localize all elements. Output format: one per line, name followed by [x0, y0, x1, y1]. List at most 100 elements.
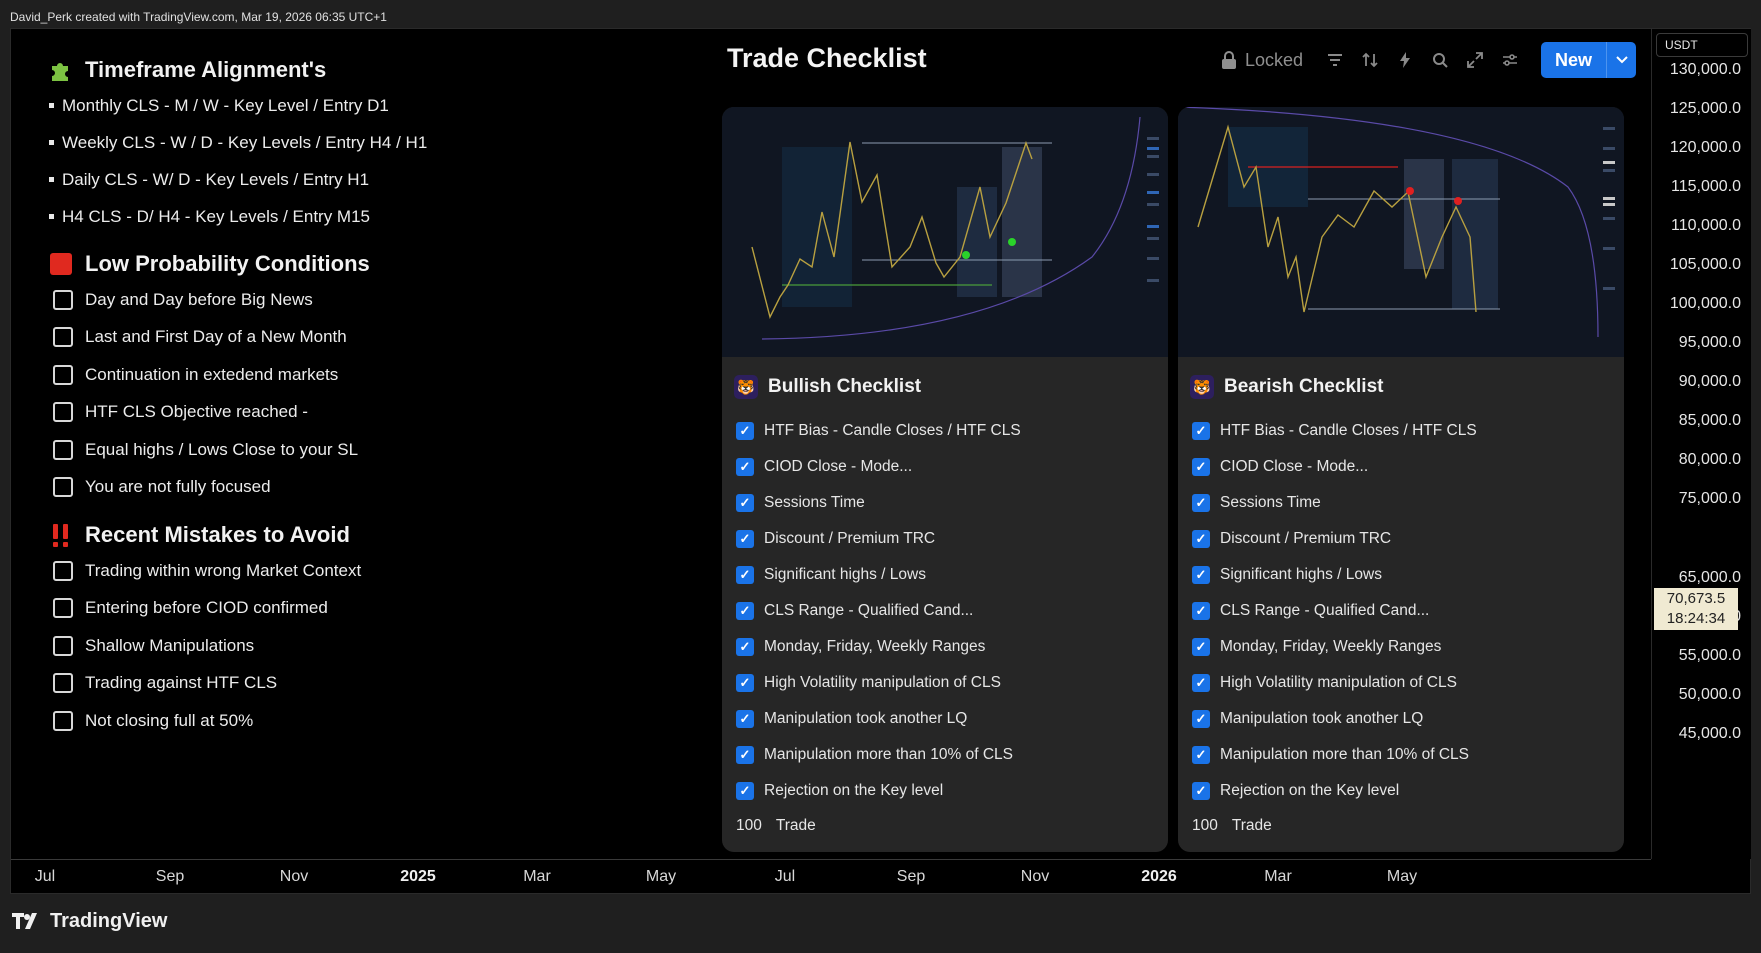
- mistake-item[interactable]: Trading against HTF CLS: [47, 665, 647, 703]
- lightning-icon[interactable]: [1387, 43, 1422, 77]
- price-axis[interactable]: USDT 130,000.0 125,000.0 120,000.0 115,000.…: [1651, 29, 1751, 859]
- checklist-item[interactable]: ✓ Significant highs / Lows: [1178, 557, 1624, 593]
- checked-checkbox[interactable]: ✓: [1192, 566, 1210, 584]
- checked-checkbox[interactable]: ✓: [1192, 638, 1210, 656]
- time-axis-label: Nov: [279, 868, 309, 885]
- checked-checkbox[interactable]: ✓: [1192, 710, 1210, 728]
- low-prob-item[interactable]: Day and Day before Big News: [47, 281, 647, 319]
- checklist-item[interactable]: ✓ CIOD Close - Mode...: [1178, 449, 1624, 485]
- avatar: 🐯: [734, 375, 758, 399]
- checked-checkbox[interactable]: ✓: [736, 422, 754, 440]
- sort-icon[interactable]: [1352, 43, 1387, 77]
- price-tick-label: 65,000.0: [1678, 569, 1741, 586]
- checked-checkbox[interactable]: ✓: [1192, 746, 1210, 764]
- checklist-item[interactable]: ✓ CLS Range - Qualified Cand...: [1178, 593, 1624, 629]
- checked-checkbox[interactable]: ✓: [1192, 494, 1210, 512]
- checklist-item[interactable]: ✓ CIOD Close - Mode...: [722, 449, 1168, 485]
- checked-checkbox[interactable]: ✓: [1192, 422, 1210, 440]
- checkbox[interactable]: [53, 673, 73, 694]
- checkbox[interactable]: [53, 289, 73, 310]
- checklist-item[interactable]: ✓ Manipulation took another LQ: [1178, 701, 1624, 737]
- bullish-card[interactable]: 🐯 Bullish Checklist ✓ HTF Bias - Candle C…: [722, 107, 1168, 852]
- time-axis[interactable]: Jul Sep Nov 2025 Mar May Jul Sep Nov 2026 Mar May: [11, 859, 1651, 894]
- checkbox[interactable]: [53, 635, 73, 656]
- checked-checkbox[interactable]: ✓: [736, 566, 754, 584]
- bearish-card[interactable]: 🐯 Bearish Checklist ✓ HTF Bias - Candle C…: [1178, 107, 1624, 852]
- chart-canvas[interactable]: Timeframe Alignment's Monthly CLS - M / …: [11, 29, 1651, 859]
- price-tick-label: 45,000.0: [1678, 725, 1741, 742]
- chevron-down-icon[interactable]: [1606, 42, 1636, 78]
- avatar: 🐯: [1190, 375, 1214, 399]
- new-button[interactable]: New: [1541, 42, 1637, 78]
- mistake-item[interactable]: Shallow Manipulations: [47, 627, 647, 665]
- checked-checkbox[interactable]: ✓: [736, 746, 754, 764]
- checklist-item[interactable]: ✓ Rejection on the Key level: [722, 773, 1168, 809]
- checklist-item-label: Manipulation took another LQ: [764, 710, 968, 727]
- checkbox[interactable]: [53, 477, 73, 498]
- checklist-item[interactable]: ✓ CLS Range - Qualified Cand...: [722, 593, 1168, 629]
- bullet-icon: [49, 103, 54, 108]
- checked-checkbox[interactable]: ✓: [736, 674, 754, 692]
- checklist-item-label: Monday, Friday, Weekly Ranges: [1220, 638, 1442, 655]
- checked-checkbox[interactable]: ✓: [736, 530, 754, 548]
- search-icon[interactable]: [1422, 43, 1457, 77]
- low-prob-item[interactable]: HTF CLS Objective reached -: [47, 394, 647, 432]
- mistake-item[interactable]: Entering before CIOD confirmed: [47, 590, 647, 628]
- checkbox[interactable]: [53, 710, 73, 731]
- checked-checkbox[interactable]: ✓: [1192, 530, 1210, 548]
- checklist-item-label: Manipulation more than 10% of CLS: [764, 746, 1014, 763]
- checklist-item[interactable]: ✓ Manipulation took another LQ: [722, 701, 1168, 737]
- settings-sliders-icon[interactable]: [1492, 43, 1527, 77]
- lock-toggle[interactable]: Locked: [1221, 50, 1317, 71]
- checked-checkbox[interactable]: ✓: [736, 602, 754, 620]
- mistake-item-label: Not closing full at 50%: [85, 710, 254, 730]
- checked-checkbox[interactable]: ✓: [736, 638, 754, 656]
- checked-checkbox[interactable]: ✓: [1192, 674, 1210, 692]
- checked-checkbox[interactable]: ✓: [1192, 458, 1210, 476]
- checkbox[interactable]: [53, 598, 73, 619]
- checked-checkbox[interactable]: ✓: [1192, 602, 1210, 620]
- checklist-item[interactable]: ✓ Monday, Friday, Weekly Ranges: [1178, 629, 1624, 665]
- checkbox[interactable]: [53, 560, 73, 581]
- checked-checkbox[interactable]: ✓: [736, 494, 754, 512]
- low-prob-item-label: Day and Day before Big News: [85, 289, 313, 309]
- time-axis-label: Jul: [34, 868, 56, 885]
- checkbox[interactable]: [53, 402, 73, 423]
- checkbox[interactable]: [53, 364, 73, 385]
- checklist-item[interactable]: ✓ HTF Bias - Candle Closes / HTF CLS: [722, 413, 1168, 449]
- currency-label[interactable]: USDT: [1656, 33, 1748, 57]
- checklist-item-label: Discount / Premium TRC: [1220, 530, 1392, 547]
- checklist-item[interactable]: ✓ Rejection on the Key level: [1178, 773, 1624, 809]
- price-tick-label: 100,000.0: [1669, 295, 1741, 312]
- checked-checkbox[interactable]: ✓: [736, 458, 754, 476]
- checklist-item[interactable]: ✓ Manipulation more than 10% of CLS: [722, 737, 1168, 773]
- price-tick-label: 125,000.0: [1669, 100, 1741, 117]
- checklist-item[interactable]: ✓ Significant highs / Lows: [722, 557, 1168, 593]
- checked-checkbox[interactable]: ✓: [736, 710, 754, 728]
- low-prob-item[interactable]: Continuation in extedend markets: [47, 356, 647, 394]
- expand-icon[interactable]: [1457, 43, 1492, 77]
- mistake-item[interactable]: Trading within wrong Market Context: [47, 552, 647, 590]
- checkbox[interactable]: [53, 439, 73, 460]
- checklist-item-label: CLS Range - Qualified Cand...: [1220, 602, 1430, 619]
- checked-checkbox[interactable]: ✓: [1192, 782, 1210, 800]
- checklist-item[interactable]: ✓ Sessions Time: [722, 485, 1168, 521]
- low-prob-item[interactable]: Equal highs / Lows Close to your SL: [47, 431, 647, 469]
- checklist-item[interactable]: ✓ Discount / Premium TRC: [1178, 521, 1624, 557]
- checkbox[interactable]: [53, 327, 73, 348]
- checklist-item[interactable]: ✓ Sessions Time: [1178, 485, 1624, 521]
- mistake-item[interactable]: Not closing full at 50%: [47, 702, 647, 740]
- checklist-item[interactable]: ✓ Discount / Premium TRC: [722, 521, 1168, 557]
- checklist-item[interactable]: ✓ High Volatility manipulation of CLS: [1178, 665, 1624, 701]
- checklist-item[interactable]: ✓ HTF Bias - Candle Closes / HTF CLS: [1178, 413, 1624, 449]
- checked-checkbox[interactable]: ✓: [736, 782, 754, 800]
- checklist-item[interactable]: ✓ High Volatility manipulation of CLS: [722, 665, 1168, 701]
- filter-icon[interactable]: [1317, 43, 1352, 77]
- low-prob-item[interactable]: Last and First Day of a New Month: [47, 319, 647, 357]
- low-prob-item[interactable]: You are not fully focused: [47, 469, 647, 507]
- timeframe-item-label: Weekly CLS - W / D - Key Levels / Entry …: [62, 132, 428, 152]
- checklist-item[interactable]: ✓ Manipulation more than 10% of CLS: [1178, 737, 1624, 773]
- checklist-item-label: Manipulation more than 10% of CLS: [1220, 746, 1470, 763]
- checklist-item[interactable]: ✓ Monday, Friday, Weekly Ranges: [722, 629, 1168, 665]
- double-exclamation-icon: [47, 521, 75, 549]
